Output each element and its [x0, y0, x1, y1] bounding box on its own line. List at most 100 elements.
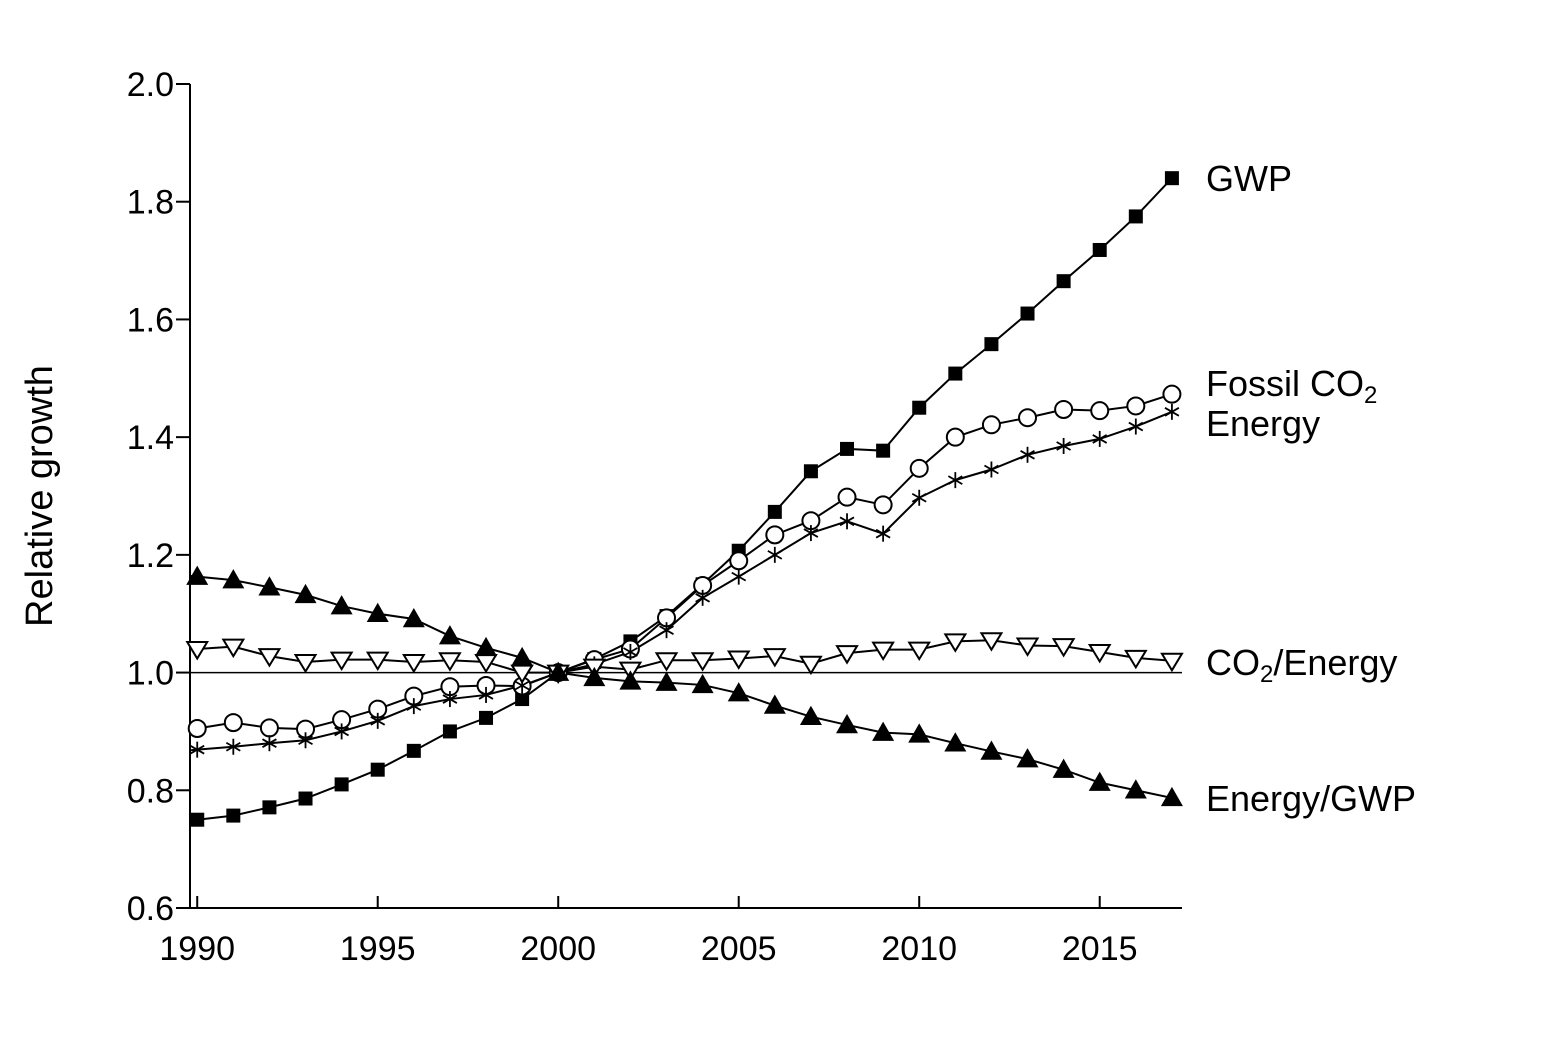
series-line-energy	[189, 410, 1173, 752]
co2-energy-point	[257, 648, 282, 668]
energy-gwp-point	[402, 608, 425, 628]
energy-point	[1128, 418, 1144, 435]
series-label-fossil-co2-subscript: 2	[1364, 382, 1377, 409]
energy-point	[984, 461, 999, 478]
gwp-point	[912, 400, 927, 415]
series-label-energy: Energy	[1206, 403, 1320, 444]
co2-energy-point	[329, 651, 354, 672]
energy-gwp-point	[1052, 758, 1075, 778]
co2-energy-point	[1160, 652, 1184, 673]
energy-gwp-point	[799, 705, 822, 725]
y-tick-label: 1.2	[127, 537, 174, 575]
gwp-point	[190, 812, 205, 827]
gwp-point	[515, 692, 530, 707]
energy-point	[370, 712, 386, 729]
co2-energy-point	[943, 633, 968, 653]
energy-gwp-point	[438, 625, 461, 645]
y-tick-label: 0.6	[127, 890, 174, 928]
gwp-point	[262, 800, 277, 815]
series-label-co2-energy-post: /Energy	[1273, 642, 1397, 683]
series-markers-fossil-co2	[187, 384, 1182, 739]
co2-energy-point	[185, 641, 209, 661]
gwp-point	[1020, 306, 1035, 321]
x-tick-label: 1995	[340, 930, 416, 968]
co2-energy-point	[402, 653, 426, 674]
energy-gwp-point	[475, 636, 498, 657]
gwp-point	[840, 441, 855, 456]
energy-gwp-point	[258, 576, 281, 596]
co2-energy-point	[690, 652, 715, 672]
energy-point	[1092, 430, 1108, 447]
fossil-co2-point	[765, 525, 785, 545]
energy-gwp-point	[1160, 786, 1183, 807]
fossil-co2-point	[1090, 401, 1110, 421]
co2-energy-point	[1124, 649, 1148, 670]
series-label-energy-gwp: Energy/GWP	[1206, 778, 1416, 819]
gwp-point	[334, 777, 349, 792]
energy-gwp-point	[583, 666, 606, 687]
co2-energy-point	[510, 664, 534, 685]
energy-point	[406, 698, 422, 715]
energy-gwp-point	[511, 646, 534, 667]
gwp-point	[1056, 274, 1071, 289]
x-tick-label: 1990	[159, 930, 235, 968]
energy-gwp-point	[763, 694, 786, 714]
gwp-point	[984, 337, 999, 352]
co2-energy-point	[979, 632, 1004, 652]
gwp-point	[370, 762, 385, 777]
energy-gwp-point	[691, 673, 714, 694]
energy-point	[262, 735, 277, 752]
energy-gwp-point	[186, 565, 209, 585]
energy-point	[225, 738, 241, 755]
fossil-co2-point	[1018, 408, 1038, 428]
co2-energy-point	[1051, 638, 1076, 658]
energy-gwp-point	[980, 740, 1003, 760]
y-tick-label: 1.8	[127, 184, 174, 222]
co2-energy-point	[365, 651, 390, 672]
energy-point	[911, 489, 927, 506]
x-tick-label: 2000	[520, 930, 596, 968]
energy-point	[731, 568, 747, 585]
series-label-fossil-co2-main: Fossil CO	[1206, 363, 1364, 404]
energy-point	[875, 525, 891, 542]
co2-energy-point	[799, 655, 823, 676]
energy-point	[1164, 403, 1180, 420]
y-tick-label: 1.0	[127, 655, 174, 693]
co2-energy-point	[871, 641, 895, 662]
gwp-point	[298, 791, 313, 806]
energy-gwp-point	[944, 732, 967, 752]
energy-point	[623, 643, 638, 660]
energy-gwp-point	[619, 670, 642, 690]
energy-point	[298, 732, 313, 749]
x-tick-label: 2005	[701, 930, 777, 968]
fossil-co2-point	[981, 415, 1001, 435]
gwp-point	[1128, 209, 1143, 224]
energy-point	[189, 741, 205, 758]
energy-gwp-point	[547, 661, 570, 681]
y-tick-label: 1.6	[127, 301, 174, 339]
fossil-co2-point	[1162, 384, 1182, 404]
gwp-point	[767, 504, 782, 519]
co2-energy-point	[907, 641, 931, 662]
series-markers-co2-energy	[185, 632, 1184, 685]
energy-point	[442, 691, 458, 708]
co2-energy-point	[221, 638, 246, 659]
y-tick-label: 1.4	[127, 419, 174, 457]
series-markers-energy	[189, 403, 1180, 758]
gwp-point	[876, 443, 891, 458]
fossil-co2-point	[729, 551, 749, 571]
energy-gwp-point	[1088, 771, 1111, 791]
fossil-co2-point	[1054, 399, 1074, 419]
fossil-co2-point	[873, 495, 893, 515]
energy-gwp-point	[330, 595, 353, 615]
co2-energy-point	[654, 652, 679, 672]
gwp-point	[948, 366, 963, 381]
energy-gwp-point	[366, 602, 389, 622]
co2-energy-point	[835, 645, 859, 665]
series-line-fossil-co2	[189, 393, 1173, 731]
series-label-co2-energy: CO2/Energy	[1206, 642, 1397, 688]
co2-energy-point	[763, 648, 787, 668]
co2-energy-point	[726, 650, 751, 670]
co2-energy-point	[1087, 643, 1112, 664]
gwp-point	[406, 743, 421, 758]
